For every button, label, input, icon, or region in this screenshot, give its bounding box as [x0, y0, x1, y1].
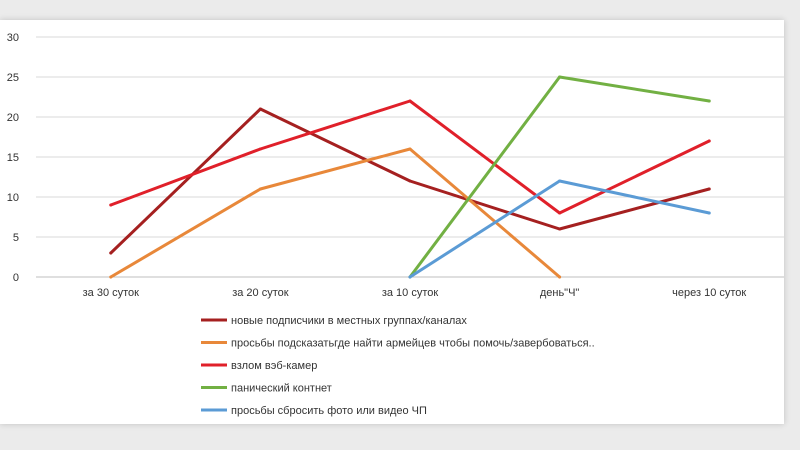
data-point — [558, 211, 562, 215]
data-point — [109, 251, 113, 255]
chart-panel — [0, 20, 784, 424]
data-point — [258, 187, 262, 191]
legend-label: просьбы подсказатьгде найти армейцев что… — [231, 338, 595, 350]
legend-label: просьбы сбросить фото или видео ЧП — [231, 405, 427, 417]
y-tick-label: 15 — [7, 152, 19, 164]
data-point — [707, 211, 711, 215]
y-tick-label: 10 — [7, 192, 19, 204]
data-point — [109, 275, 113, 279]
data-point — [707, 187, 711, 191]
data-point — [558, 275, 562, 279]
data-point — [707, 99, 711, 103]
x-tick-label: за 10 суток — [382, 287, 439, 299]
series-line-2 — [109, 147, 562, 279]
y-tick-label: 0 — [13, 272, 19, 284]
x-tick-label: через 10 суток — [672, 287, 746, 299]
data-point — [408, 99, 412, 103]
data-point — [408, 179, 412, 183]
data-point — [558, 179, 562, 183]
data-point — [109, 203, 113, 207]
y-tick-label: 20 — [7, 112, 19, 124]
data-point — [408, 275, 412, 279]
y-tick-label: 25 — [7, 72, 19, 84]
x-axis-ticks: за 30 суток за 20 суток за 10 суток день"Ч"… — [83, 287, 747, 299]
data-point — [558, 227, 562, 231]
data-point — [408, 147, 412, 151]
data-point — [558, 75, 562, 79]
legend-label: новые подписчики в местных группах/канал… — [231, 315, 467, 327]
x-tick-label: за 30 суток — [83, 287, 140, 299]
legend: новые подписчики в местных группах/канал… — [201, 315, 595, 417]
x-tick-label: за 20 суток — [232, 287, 289, 299]
legend-label: взлом вэб-камер — [231, 360, 317, 372]
data-point — [707, 139, 711, 143]
gridlines — [36, 36, 784, 278]
x-tick-label: день"Ч" — [540, 287, 580, 299]
series-lines — [109, 75, 711, 279]
y-tick-label: 5 — [13, 232, 19, 244]
data-point — [258, 147, 262, 151]
y-axis-ticks: 0 5 10 15 20 25 30 — [7, 32, 19, 284]
legend-label: панический контнет — [231, 383, 332, 395]
data-point — [258, 107, 262, 111]
y-tick-label: 30 — [7, 32, 19, 44]
